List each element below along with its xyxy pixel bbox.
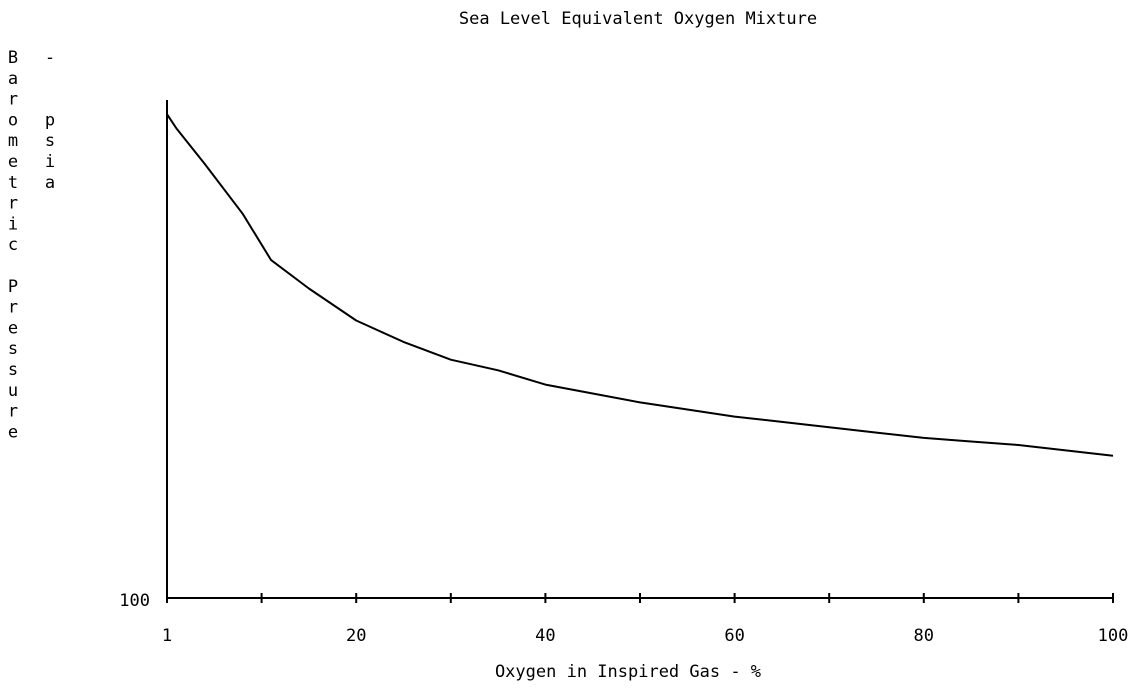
chart-title: Sea Level Equivalent Oxygen Mixture bbox=[459, 9, 817, 29]
y-axis-label-char: s bbox=[8, 360, 18, 380]
x-tick-label: 100 bbox=[1098, 626, 1129, 646]
y-axis-unit-char: - bbox=[45, 48, 55, 68]
y-axis-label-char: r bbox=[8, 90, 18, 110]
x-tick-label: 40 bbox=[535, 626, 555, 646]
y-axis-label-char: r bbox=[8, 402, 18, 422]
x-ticks: 1 20 40 60 80 100 bbox=[162, 593, 1128, 646]
x-tick-label: 20 bbox=[346, 626, 366, 646]
x-tick-label: 60 bbox=[724, 626, 744, 646]
y-axis-label-char: i bbox=[8, 214, 18, 234]
y-tick-label: 100 bbox=[119, 591, 150, 611]
x-tick-label: 80 bbox=[914, 626, 934, 646]
y-axis-label-char: P bbox=[8, 277, 18, 297]
y-axis-unit-char: a bbox=[45, 173, 55, 193]
y-axis-unit-char: i bbox=[45, 152, 55, 172]
y-axis-unit-char: p bbox=[45, 110, 55, 130]
y-axis-label-char: e bbox=[8, 422, 18, 442]
y-axis-label-char: e bbox=[8, 318, 18, 338]
y-axis-label-char: s bbox=[8, 339, 18, 359]
y-axis-label-char: t bbox=[8, 173, 18, 193]
y-axis-label-char: m bbox=[8, 131, 18, 151]
x-tick-label: 1 bbox=[162, 626, 172, 646]
y-axis-label-char: e bbox=[8, 152, 18, 172]
y-axis-label-char: c bbox=[8, 235, 18, 255]
x-axis-label: Oxygen in Inspired Gas - % bbox=[495, 662, 761, 682]
y-axis-label-char: a bbox=[8, 69, 18, 89]
y-axis-label-char: r bbox=[8, 194, 18, 214]
y-axis-label-char: o bbox=[8, 110, 18, 130]
series-line bbox=[166, 113, 1114, 598]
y-axis-label-char: r bbox=[8, 298, 18, 318]
y-axis-unit-char: s bbox=[45, 131, 55, 151]
y-axis-label-char: u bbox=[8, 381, 18, 401]
y-axis-label-char: B bbox=[8, 48, 18, 68]
